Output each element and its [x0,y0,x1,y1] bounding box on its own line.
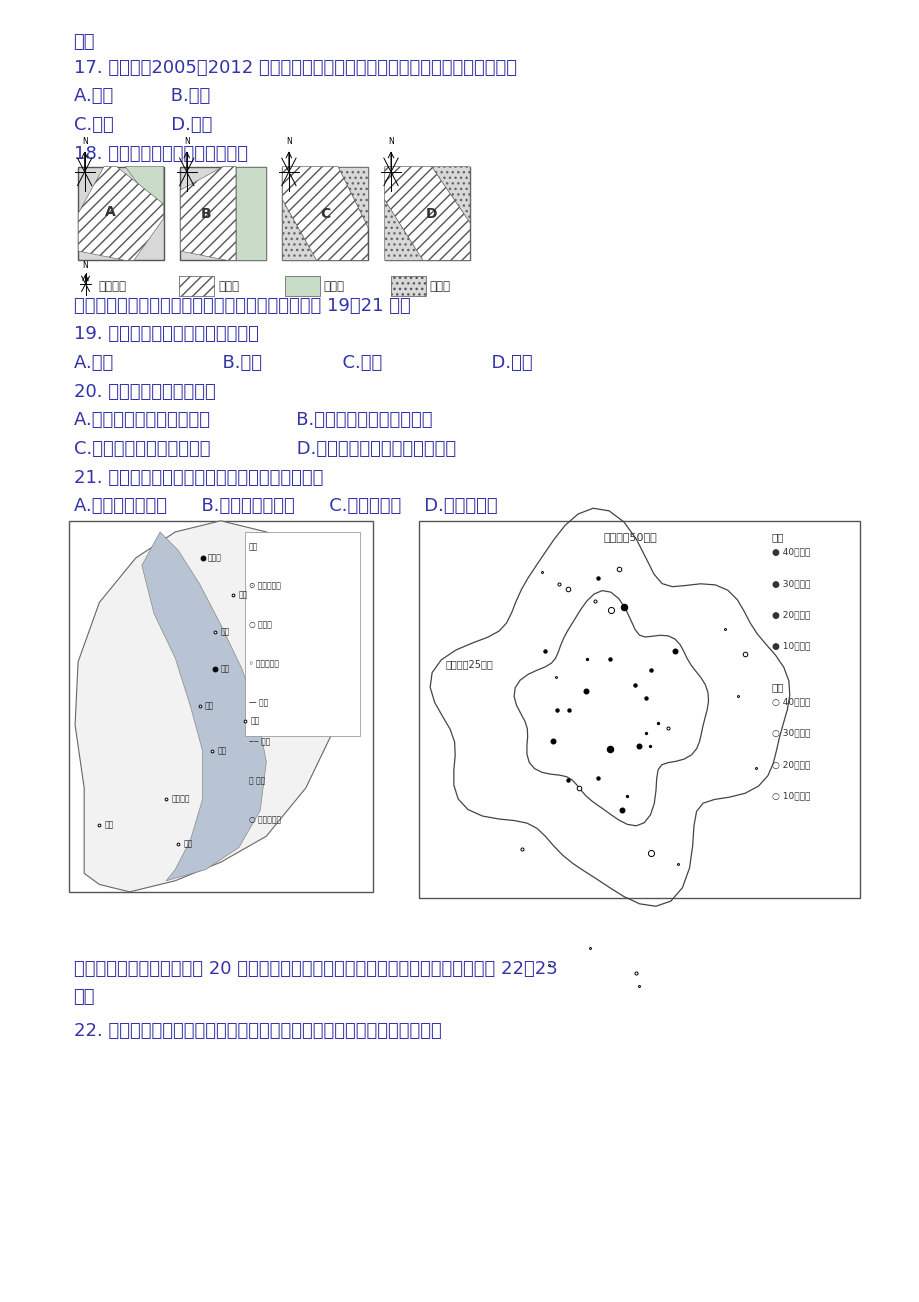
Polygon shape [384,167,470,260]
Polygon shape [235,167,266,260]
Polygon shape [75,521,348,892]
Text: A.海南          B.四川: A.海南 B.四川 [74,87,210,105]
Text: 22. 若城市布局合理，由右图可判断，符合该城市的主导风向应如下图中的: 22. 若城市布局合理，由右图可判断，符合该城市的主导风向应如下图中的 [74,1022,441,1040]
Text: 上右图为「世界某特大城市 20 世纪下半叶工厂数量及分布的变化示意图」。据图回答 22～23: 上右图为「世界某特大城市 20 世纪下半叶工厂数量及分布的变化示意图」。据图回答… [74,960,557,978]
Polygon shape [179,276,214,296]
Text: C: C [320,207,330,220]
Text: ⊙ 自治区首府: ⊙ 自治区首府 [248,582,280,590]
Text: ● 30个工厂: ● 30个工厂 [771,579,810,589]
Text: 永宁: 永宁 [205,702,214,711]
Text: 下左图是「宁夏沿黄城市带规划示意图」。读图完成 19～21 题。: 下左图是「宁夏沿黄城市带规划示意图」。读图完成 19～21 题。 [74,297,410,315]
Text: N: N [83,260,88,270]
Text: N: N [286,137,291,146]
Polygon shape [142,533,267,880]
Polygon shape [431,167,470,223]
Text: ○ 地级市: ○ 地级市 [248,621,271,629]
Polygon shape [285,276,320,296]
Text: 减少: 减少 [771,682,784,691]
Polygon shape [391,276,425,296]
Text: A: A [105,204,116,219]
Text: 中卫: 中卫 [105,820,114,829]
Text: 贺兰: 贺兰 [220,628,229,637]
Text: 图例: 图例 [248,543,257,551]
Text: 距市中心25千米: 距市中心25千米 [445,659,493,669]
Text: ○ 10个工厂: ○ 10个工厂 [771,792,810,801]
Polygon shape [180,167,235,260]
Text: ～ 黄河: ～ 黄河 [248,777,265,785]
Polygon shape [125,167,164,219]
Bar [69,521,372,892]
Text: — 公路: — 公路 [248,699,267,707]
Text: ‒‒ 鐵路: ‒‒ 鐵路 [248,738,270,746]
Text: 吴忠: 吴忠 [217,746,226,755]
Text: ● 20个工厂: ● 20个工厂 [771,611,810,620]
Text: 距市中心50千米: 距市中心50千米 [603,533,657,542]
Text: ○ 沿黄城市带: ○ 沿黄城市带 [248,816,280,824]
Polygon shape [384,199,423,260]
Polygon shape [337,167,368,228]
Text: 灵武: 灵武 [250,716,259,725]
Text: 工业带: 工业带 [429,280,450,293]
Text: ○ 40个工厂: ○ 40个工厂 [771,698,810,707]
Text: ○ 30个工厂: ○ 30个工厂 [771,729,810,738]
Text: N: N [82,137,87,146]
Text: C.銀川市提供服务种类最多               D.平罗位于贺兰的服务范围之内: C.銀川市提供服务种类最多 D.平罗位于贺兰的服务范围之内 [74,440,455,458]
Text: 水平: 水平 [74,33,95,51]
Text: A.青铜峡市的服务范围最大               B.城市等级越高，数量越多: A.青铜峡市的服务范围最大 B.城市等级越高，数量越多 [74,411,432,430]
Text: N: N [184,137,189,146]
Text: 19. 沿黄城市带形成的决定性因素是: 19. 沿黄城市带形成的决定性因素是 [74,326,258,344]
Bar [244,533,360,736]
Text: 平罗: 平罗 [238,591,247,599]
Bar [180,167,266,260]
Text: ◦ 县、县级市: ◦ 县、县级市 [248,660,278,668]
Text: 17. 右图为、2005～2012 年我国某省常住人口数量变化图。。由图可推断该省是: 17. 右图为、2005～2012 年我国某省常住人口数量变化图。。由图可推断该… [74,59,516,77]
Text: 居住区: 居住区 [218,280,239,293]
Text: A.水利等基础设施      B.交通等基础设施      C.旅游休闲业    D.重化学工业: A.水利等基础设施 B.交通等基础设施 C.旅游休闲业 D.重化学工业 [74,497,496,516]
Text: A.能源                   B.交通              C.地形                   D.水源: A.能源 B.交通 C.地形 D.水源 [74,354,532,372]
Text: ○ 20个工厂: ○ 20个工厂 [771,760,810,769]
Text: D: D [425,207,437,220]
Text: 銀川: 銀川 [220,665,229,673]
Bar [384,167,470,260]
Text: 绻化带: 绻化带 [323,280,345,293]
Polygon shape [78,167,164,260]
Bar [282,167,368,260]
Polygon shape [282,199,316,260]
Text: B: B [200,207,211,220]
Bar [78,167,164,260]
Text: 20. 图示区域城镇的特征是: 20. 图示区域城镇的特征是 [74,383,215,401]
Text: ● 10个工厂: ● 10个工厂 [771,642,810,651]
Polygon shape [282,167,368,260]
Text: 21. 提升沿黄城市带的辐射带动能力，应优先发展: 21. 提升沿黄城市带的辐射带动能力，应优先发展 [74,469,323,487]
Text: 增加: 增加 [771,533,784,542]
Text: 风向玫瑞: 风向玫瑞 [98,280,126,293]
Text: 青铜峡市: 青铜峡市 [172,794,190,803]
Text: C.广东          D.浙江: C.广东 D.浙江 [74,116,211,134]
Text: 题。: 题。 [74,988,95,1006]
Text: 石嘴山: 石嘴山 [208,553,221,562]
Text: ● 40个工厂: ● 40个工厂 [771,548,810,557]
Bar [418,521,859,898]
Text: 中宁: 中宁 [184,838,193,848]
Text: 18. 下图所示各区最适宜居住的是: 18. 下图所示各区最适宜居住的是 [74,145,247,163]
Text: N: N [388,137,393,146]
